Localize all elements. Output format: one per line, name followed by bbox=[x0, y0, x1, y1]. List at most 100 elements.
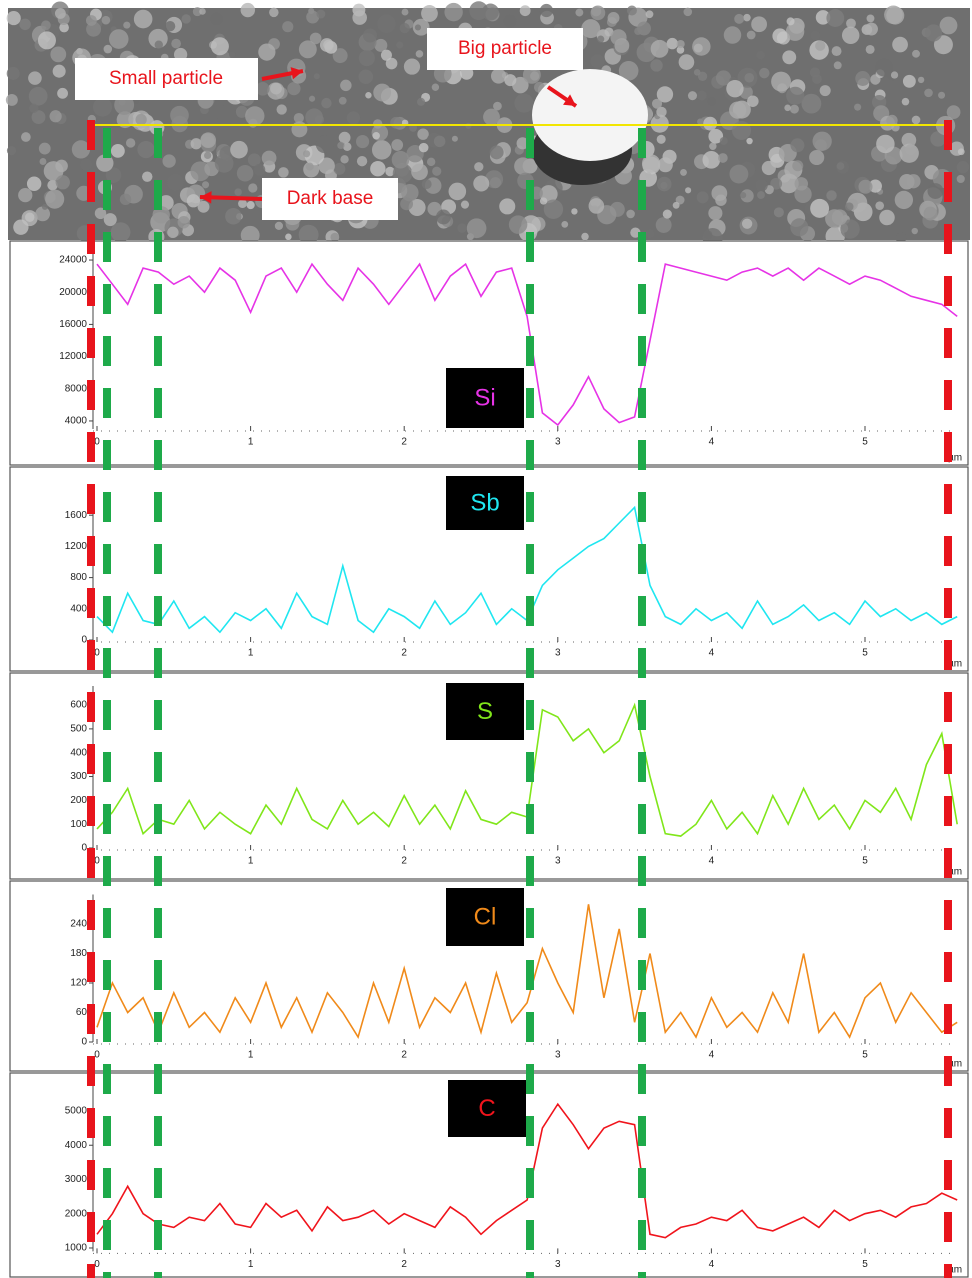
grain bbox=[680, 169, 687, 176]
y-tick-label: 180 bbox=[70, 948, 87, 959]
grain bbox=[615, 38, 630, 53]
grain bbox=[854, 104, 861, 111]
x-tick-label: 0 bbox=[94, 1050, 100, 1061]
x-tick-label: 4 bbox=[709, 437, 715, 448]
grain bbox=[373, 119, 382, 128]
grain bbox=[740, 192, 746, 198]
y-tick-label: 2000 bbox=[65, 1208, 88, 1219]
grain bbox=[923, 207, 937, 221]
grain bbox=[347, 111, 360, 124]
grain bbox=[137, 141, 154, 158]
grain bbox=[729, 102, 746, 119]
grain bbox=[102, 16, 111, 25]
grain bbox=[270, 83, 282, 95]
grain bbox=[504, 15, 517, 28]
grain bbox=[656, 217, 672, 233]
grain bbox=[333, 163, 345, 175]
grain bbox=[676, 40, 684, 48]
x-tick-label: 3 bbox=[555, 1050, 561, 1061]
grain bbox=[708, 206, 722, 220]
grain bbox=[275, 222, 283, 230]
x-tick-label: 3 bbox=[555, 648, 561, 659]
grain bbox=[540, 4, 553, 17]
x-tick-label: 2 bbox=[401, 1259, 407, 1270]
grain bbox=[372, 132, 379, 139]
grain bbox=[608, 12, 620, 24]
grain bbox=[652, 99, 662, 109]
grain bbox=[772, 28, 787, 43]
grain bbox=[940, 17, 958, 35]
grain bbox=[109, 29, 129, 49]
grain bbox=[834, 61, 842, 69]
grain bbox=[38, 31, 56, 49]
grain bbox=[422, 179, 432, 189]
grain bbox=[865, 23, 878, 36]
grain bbox=[356, 135, 369, 148]
grain bbox=[786, 87, 804, 105]
grain bbox=[427, 158, 435, 166]
grain bbox=[291, 121, 307, 137]
grain bbox=[123, 22, 130, 29]
grain bbox=[340, 155, 348, 163]
grain bbox=[41, 20, 51, 30]
grain bbox=[225, 208, 242, 225]
grain bbox=[581, 19, 600, 38]
x-tick-label: 2 bbox=[401, 856, 407, 867]
grain bbox=[305, 108, 323, 126]
x-tick-label: 1 bbox=[248, 437, 254, 448]
grain bbox=[811, 31, 820, 40]
grain bbox=[867, 14, 875, 22]
grain bbox=[832, 209, 848, 225]
grain bbox=[751, 16, 767, 32]
grain bbox=[167, 227, 178, 238]
grain bbox=[55, 8, 66, 19]
grain bbox=[29, 87, 48, 106]
grain bbox=[248, 183, 257, 192]
y-tick-label: 20000 bbox=[59, 287, 87, 298]
grain bbox=[396, 41, 403, 48]
y-tick-label: 60 bbox=[76, 1007, 88, 1018]
grain bbox=[229, 51, 235, 57]
grain bbox=[45, 190, 64, 209]
grain bbox=[39, 143, 51, 155]
grain bbox=[703, 117, 717, 131]
grain bbox=[416, 50, 424, 58]
grain bbox=[912, 228, 918, 234]
grain bbox=[432, 167, 441, 176]
grain bbox=[135, 114, 146, 125]
grain bbox=[732, 121, 751, 140]
grain bbox=[457, 223, 466, 232]
grain bbox=[709, 143, 716, 150]
grain bbox=[340, 80, 351, 91]
grain bbox=[316, 10, 325, 19]
y-tick-label: 16000 bbox=[59, 319, 87, 330]
grain bbox=[906, 174, 920, 188]
y-tick-label: 300 bbox=[70, 771, 87, 782]
grain bbox=[762, 161, 776, 175]
grain bbox=[352, 10, 367, 25]
grain bbox=[895, 191, 913, 209]
x-tick-label: 1 bbox=[248, 648, 254, 659]
grain bbox=[591, 5, 606, 20]
grain bbox=[924, 89, 933, 98]
grain bbox=[514, 157, 532, 175]
y-tick-label: 4000 bbox=[65, 416, 88, 427]
grain bbox=[287, 82, 300, 95]
grain bbox=[436, 210, 451, 225]
grain bbox=[782, 50, 796, 64]
grain bbox=[540, 197, 547, 204]
grain bbox=[282, 21, 293, 32]
grain bbox=[673, 202, 680, 209]
grain bbox=[627, 5, 637, 15]
x-tick-label: 5 bbox=[862, 1259, 868, 1270]
grain bbox=[417, 98, 425, 106]
grain bbox=[370, 161, 385, 176]
figure: Small particleBig particleDark base 4000… bbox=[0, 0, 972, 1278]
grain bbox=[392, 151, 410, 169]
grain bbox=[411, 163, 428, 180]
grain bbox=[726, 80, 743, 97]
grain bbox=[372, 140, 392, 160]
element-label: Si bbox=[474, 384, 495, 411]
grain bbox=[879, 210, 895, 226]
x-tick-label: 2 bbox=[401, 648, 407, 659]
